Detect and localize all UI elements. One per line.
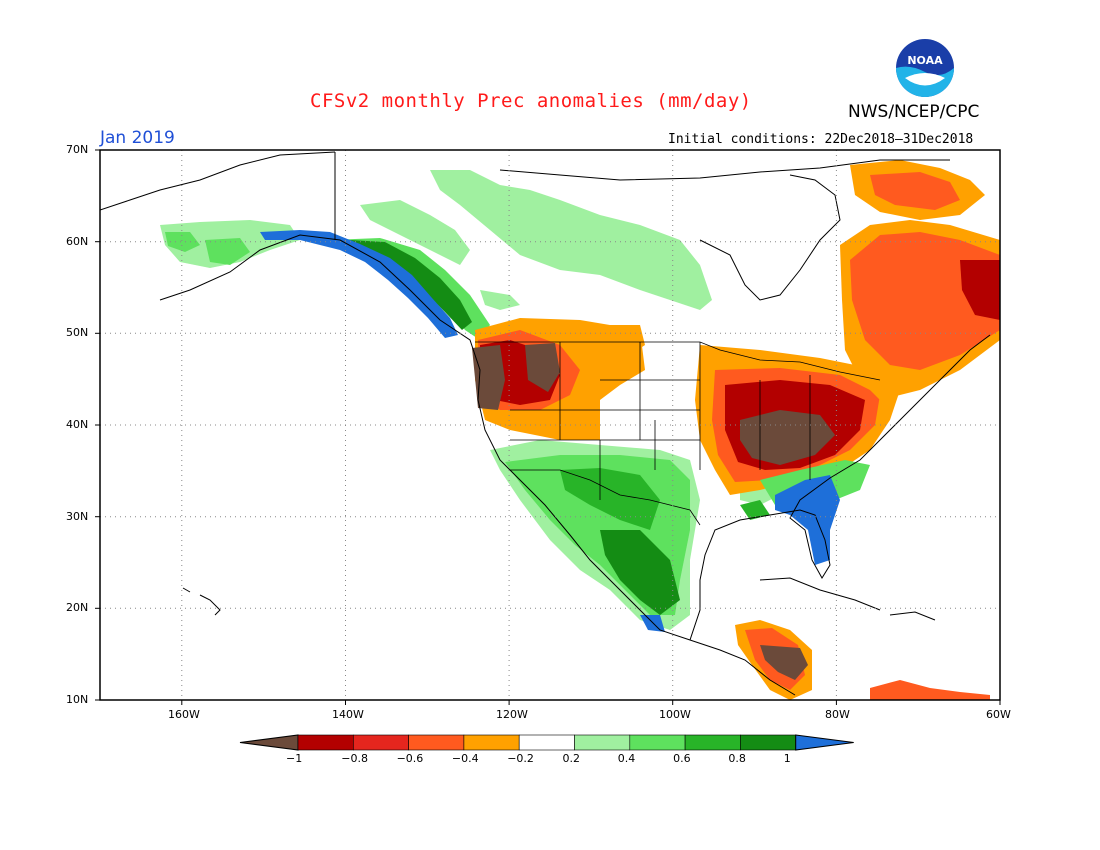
lat-label: 70N [66,143,89,156]
noaa-logo-text: NOAA [907,54,943,67]
region-central-america-dry [735,620,990,700]
axis-ticks [95,149,1001,705]
colorbar-label: −0.6 [396,752,424,765]
colorbar-label: 0.2 [562,752,581,765]
region-bc-coast [260,230,490,340]
region-alaska [165,232,250,265]
lat-label: 60N [66,235,89,248]
colorbar-label: −1 [286,752,303,765]
coastlines [100,151,991,696]
agency-label: NWS/NCEP/CPC [848,102,980,122]
lon-label: 140W [332,708,364,721]
graticule [100,150,1000,700]
lat-label: 50N [66,326,89,339]
lat-label: 20N [66,601,89,614]
lat-label: 40N [66,418,89,431]
region-southwest-mexico [490,440,700,632]
lon-label: 60W [986,708,1011,721]
colorbar-label: 0.8 [728,752,746,765]
lat-label: 10N [66,693,89,706]
colorbar-label: −0.8 [341,752,369,765]
colorbar-label: −0.2 [507,752,534,765]
lon-label: 120W [496,708,528,721]
initial-conditions: Initial conditions: 22Dec2018–31Dec2018 [668,132,974,147]
colorbar-label: 0.4 [617,752,636,765]
lon-label: 160W [168,708,200,721]
colorbar-label: 0.6 [673,752,691,765]
lon-label: 100W [659,708,691,721]
region-southeast-wet [740,460,870,565]
colorbar-label: −0.4 [451,752,479,765]
lon-label: 80W [825,708,850,721]
forecast-month: Jan 2019 [100,128,175,148]
lat-label: 30N [66,510,89,523]
borders [475,341,881,526]
colorbar-label: 1 [783,752,791,765]
map-title: CFSv2 monthly Prec anomalies (mm/day) [310,90,752,112]
noaa-logo: NOAA [896,39,954,97]
anomaly-field [100,151,1000,700]
region-eastern-canada-dry [840,160,1000,400]
